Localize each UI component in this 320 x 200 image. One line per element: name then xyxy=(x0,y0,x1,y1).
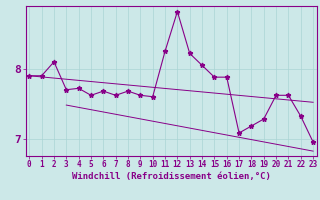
X-axis label: Windchill (Refroidissement éolien,°C): Windchill (Refroidissement éolien,°C) xyxy=(72,172,271,181)
